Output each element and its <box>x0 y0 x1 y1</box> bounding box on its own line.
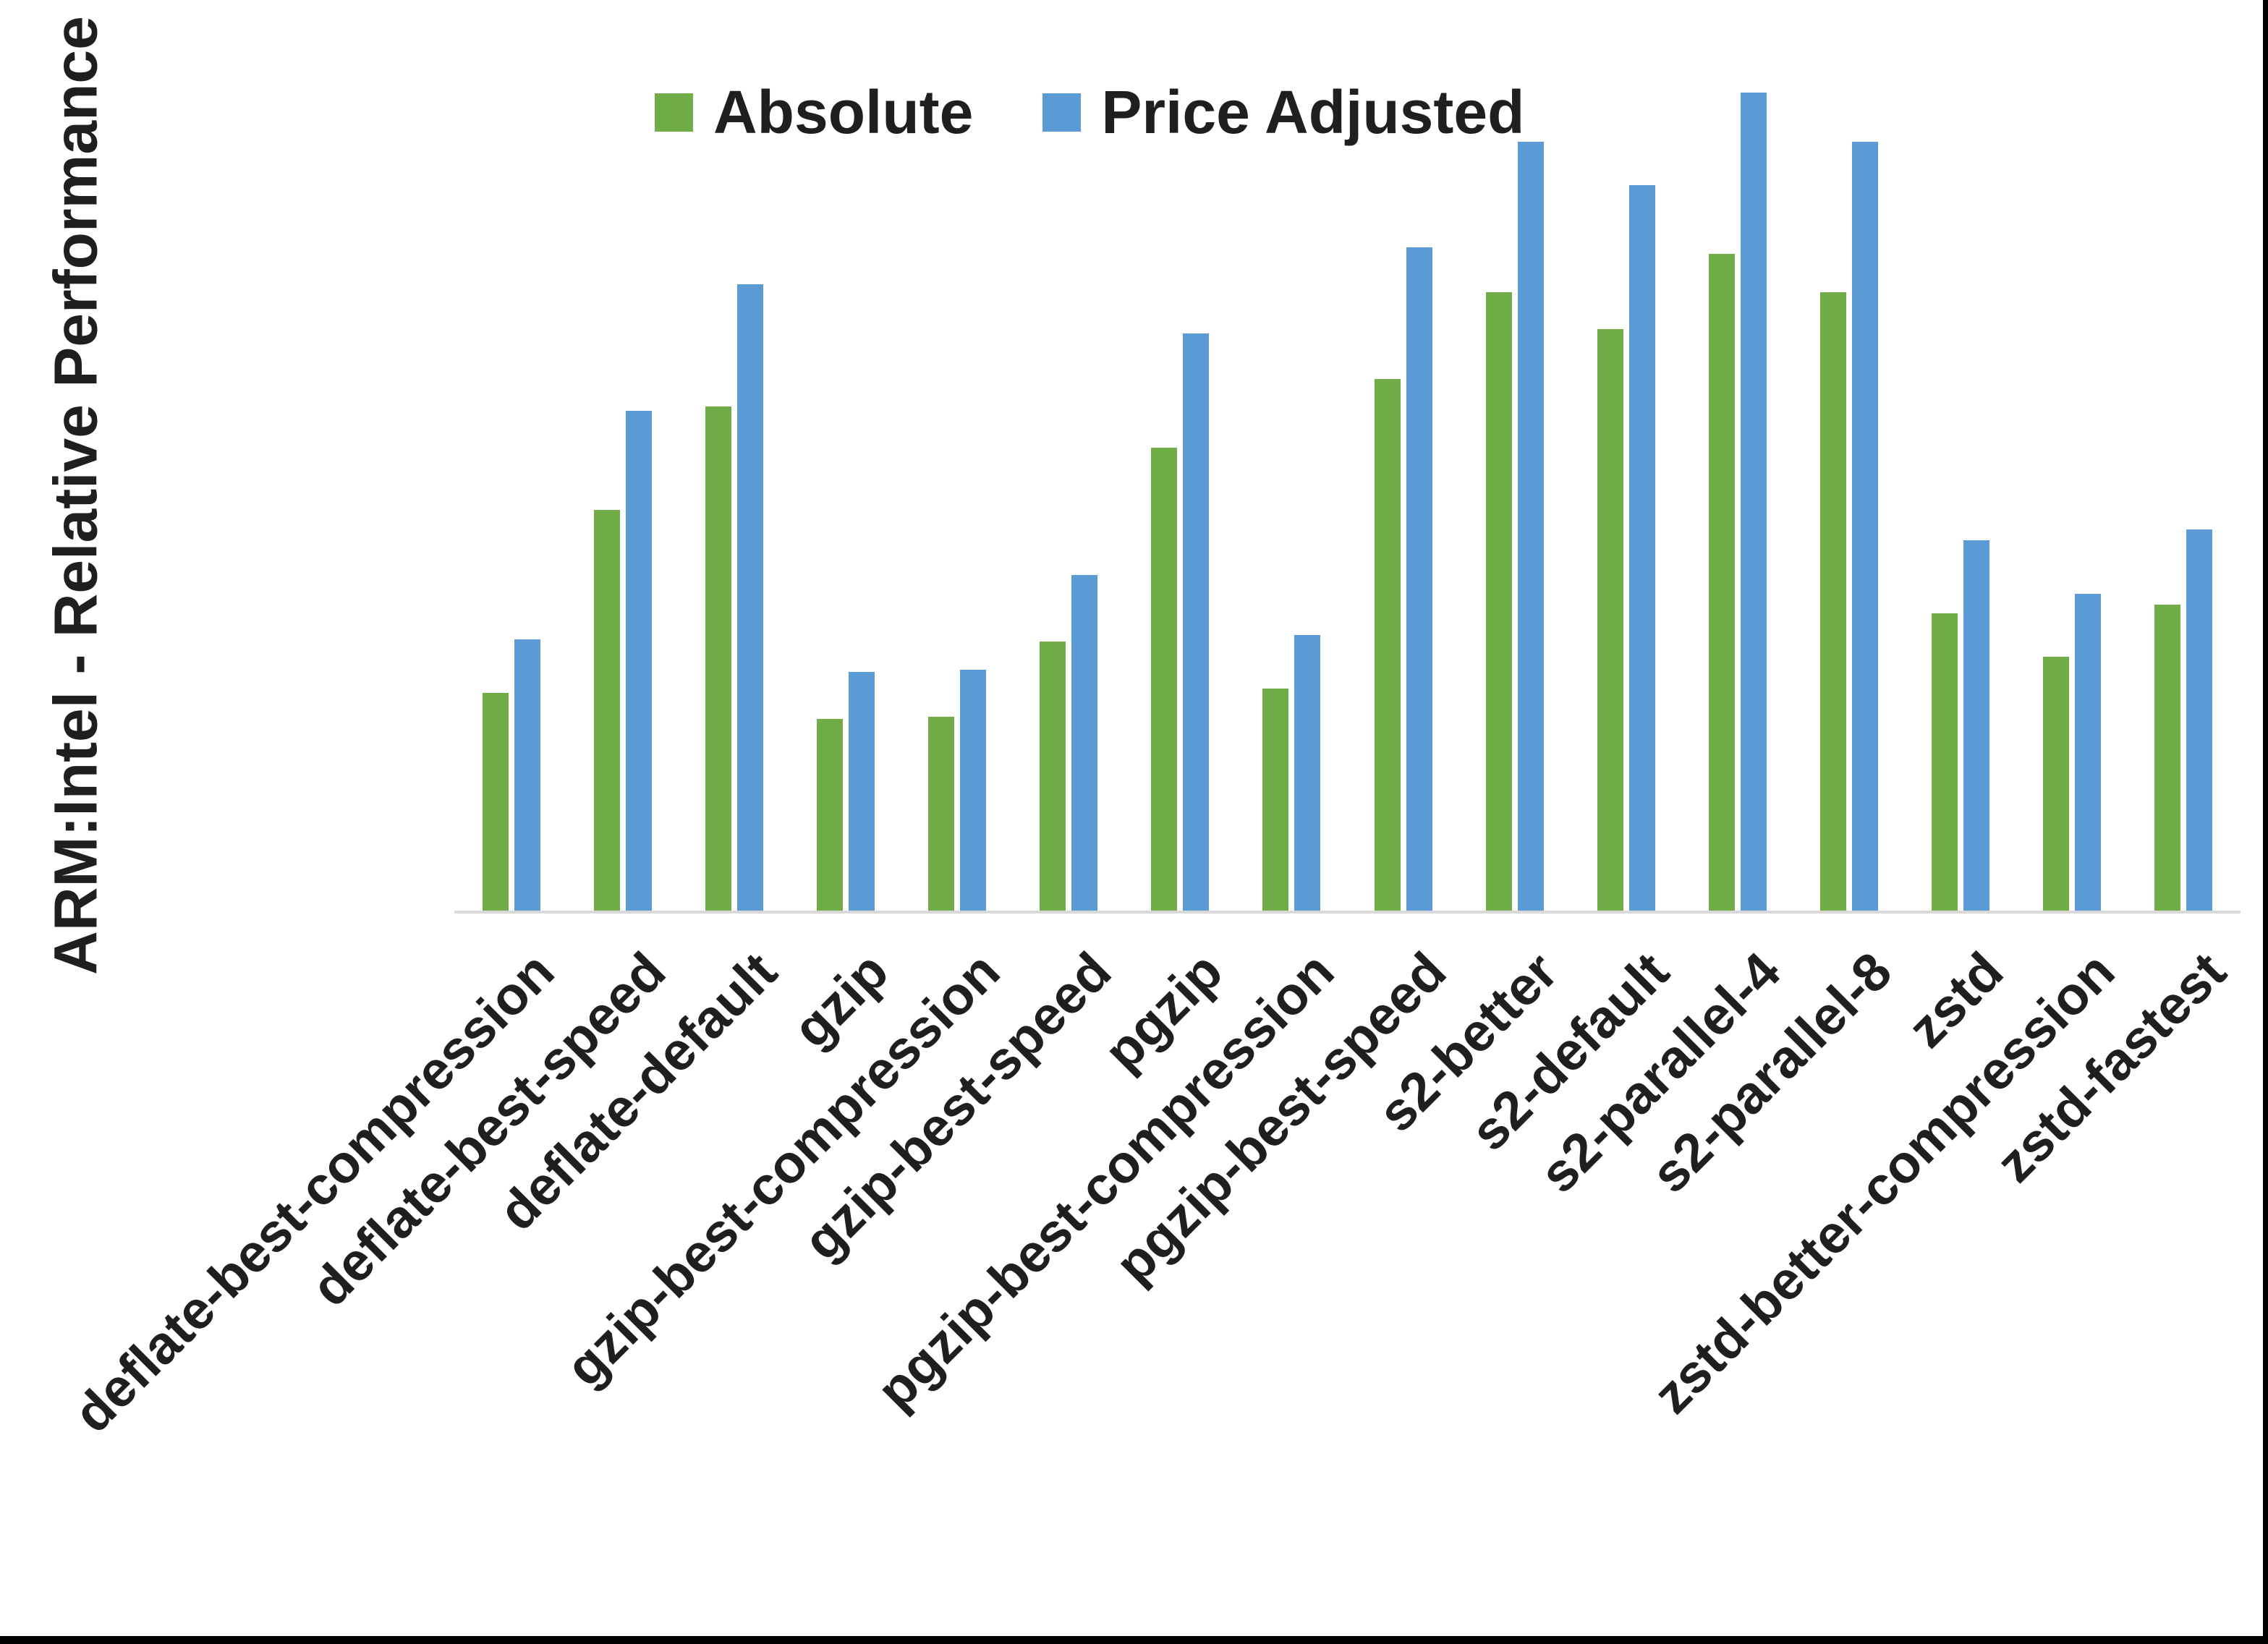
x-axis-line <box>454 911 2241 913</box>
category-slot <box>456 49 567 911</box>
bar-price-adjusted <box>1517 142 1544 911</box>
bar-absolute <box>1040 641 1066 911</box>
category-slot <box>1013 49 1124 911</box>
plot-area <box>456 49 2239 911</box>
category-slot <box>1459 49 1571 911</box>
category-slot <box>1236 49 1347 911</box>
category-slot <box>1124 49 1236 911</box>
category-slot <box>1348 49 1459 911</box>
legend-label-price-adjusted: Price Adjusted <box>1101 78 1525 146</box>
bar-price-adjusted <box>1406 247 1432 911</box>
bar-price-adjusted <box>737 284 764 911</box>
bar-absolute <box>1819 292 1846 911</box>
bar-absolute <box>928 717 955 911</box>
bar-price-adjusted <box>1740 92 1767 911</box>
category-slot <box>2128 49 2239 911</box>
bar-absolute <box>2154 605 2180 911</box>
bar-price-adjusted <box>514 639 541 911</box>
category-slot <box>1905 49 2016 911</box>
category-slot <box>1682 49 1793 911</box>
category-slot <box>2016 49 2128 911</box>
bar-price-adjusted <box>960 669 987 911</box>
bar-absolute <box>2042 656 2069 911</box>
bar-absolute <box>1931 613 1958 911</box>
bar-price-adjusted <box>849 671 875 911</box>
bar-price-adjusted <box>1294 634 1321 911</box>
bar-absolute <box>483 693 509 911</box>
bar-absolute <box>1597 329 1623 911</box>
bar-absolute <box>817 719 844 911</box>
bar-absolute <box>1374 378 1401 911</box>
bar-price-adjusted <box>1963 540 1989 911</box>
bar-absolute <box>1485 292 1512 911</box>
chart-legend: Absolute Price Adjusted <box>655 78 1525 146</box>
bar-absolute <box>705 406 732 911</box>
category-slot <box>901 49 1013 911</box>
bar-absolute <box>1262 689 1289 911</box>
x-axis-category-label: deflate-best-compression <box>61 940 566 1444</box>
bar-price-adjusted <box>1628 184 1655 911</box>
bar-absolute <box>594 510 621 911</box>
category-slot <box>790 49 901 911</box>
bar-absolute <box>1708 253 1735 911</box>
bar-absolute <box>1151 447 1178 911</box>
y-axis-title: ARM:Intel - Relative Performance <box>41 16 110 975</box>
category-slot <box>567 49 679 911</box>
bar-price-adjusted <box>626 411 653 911</box>
legend-swatch-price-adjusted-icon <box>1042 93 1082 132</box>
bar-price-adjusted <box>2186 529 2212 911</box>
category-slot <box>1793 49 1905 911</box>
category-slot <box>1571 49 1682 911</box>
bar-price-adjusted <box>1851 142 1878 911</box>
bar-price-adjusted <box>1071 574 1098 911</box>
legend-swatch-absolute-icon <box>655 93 693 132</box>
category-slot <box>679 49 790 911</box>
bar-price-adjusted <box>1183 333 1210 911</box>
bar-price-adjusted <box>2074 594 2101 911</box>
legend-label-absolute: Absolute <box>713 78 974 146</box>
